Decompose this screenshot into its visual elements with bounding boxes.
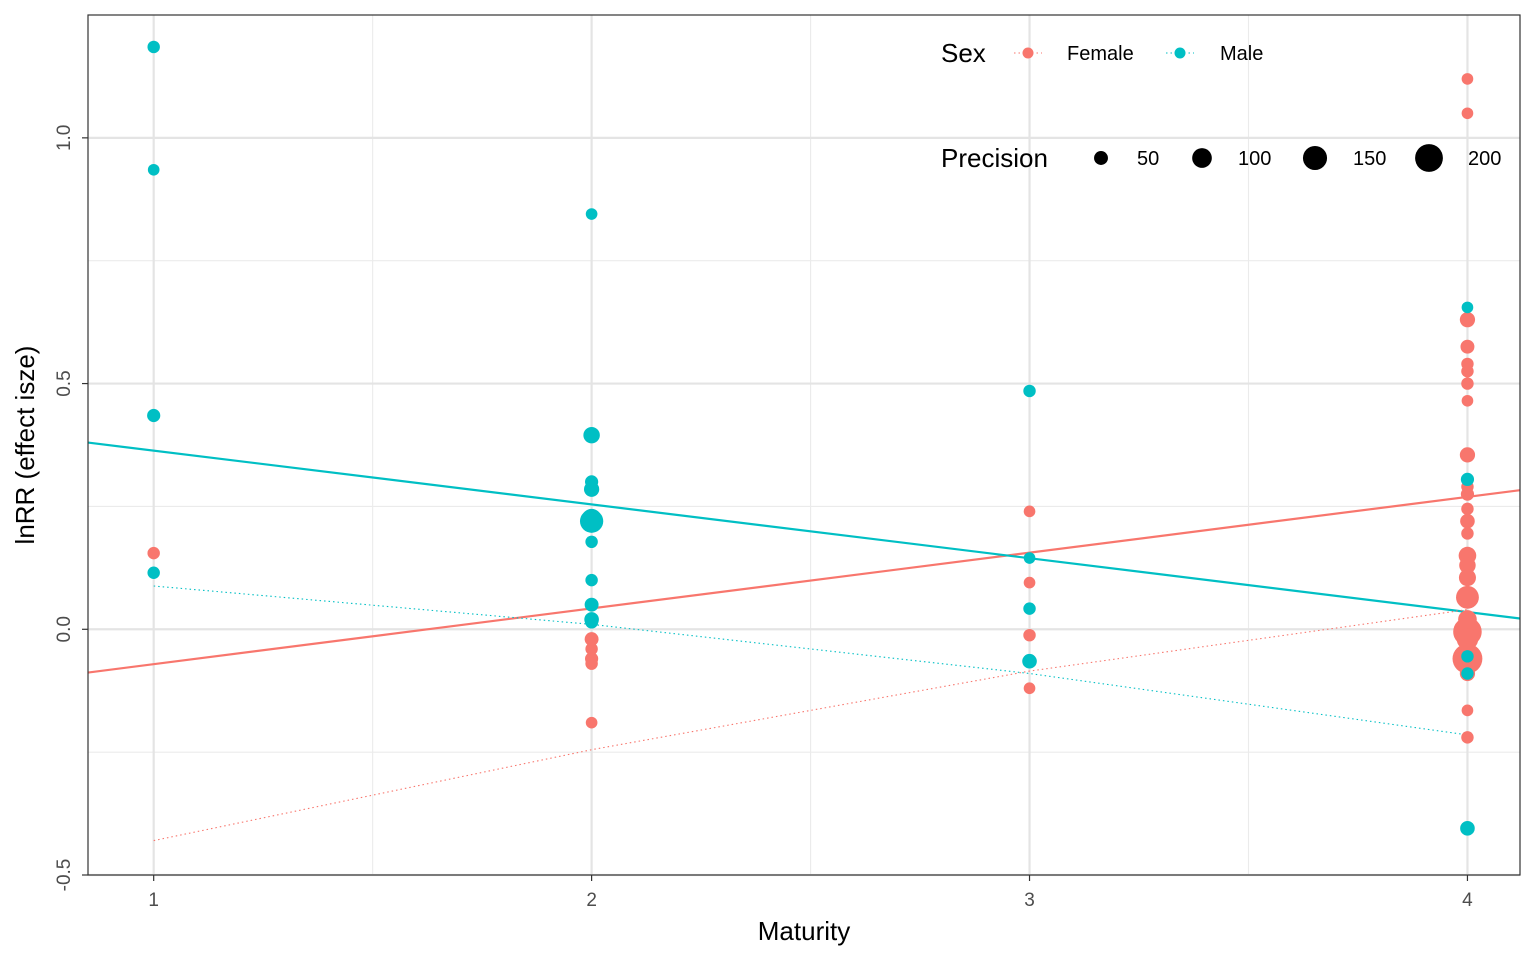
- point-female: [1461, 365, 1474, 378]
- y-tick-label: 1.0: [54, 125, 75, 151]
- y-tick-label: -0.5: [54, 859, 75, 892]
- point-female: [1461, 377, 1474, 390]
- y-axis-label: lnRR (effect isze): [10, 346, 40, 545]
- legend-size-items: 50 100 150 200: [1094, 144, 1501, 172]
- legend-size-label-150: 150: [1353, 148, 1386, 170]
- y-tick-label: 0.0: [54, 616, 75, 642]
- panel-border: [87, 14, 1521, 876]
- point-male: [1461, 301, 1474, 314]
- x-tick-label: 4: [1462, 890, 1473, 911]
- fit-line-female: [87, 489, 1521, 674]
- point-female: [1461, 502, 1474, 516]
- x-tick-label: 1: [148, 890, 159, 911]
- legend-size-dot-150: [1302, 145, 1328, 171]
- point-female: [1023, 505, 1036, 518]
- point-female: [1460, 513, 1475, 529]
- legend-key-dot-male: [1174, 47, 1186, 59]
- legend-size-dot-200: [1415, 144, 1443, 172]
- legend-color-title: Sex: [941, 38, 986, 68]
- point-female: [1460, 339, 1475, 354]
- point-female: [1023, 628, 1036, 642]
- legend-size-label-200: 200: [1468, 148, 1501, 170]
- y-tick-label: 0.5: [54, 370, 75, 396]
- legend-size-title: Precision: [941, 143, 1048, 173]
- point-female: [147, 546, 160, 560]
- point-male: [585, 535, 598, 549]
- point-male: [1023, 602, 1036, 615]
- point-male: [1460, 821, 1475, 836]
- point-female: [1459, 312, 1476, 328]
- legend-size-label-50: 50: [1137, 148, 1159, 170]
- legend-size-dot-100: [1192, 148, 1212, 168]
- point-female: [1023, 682, 1036, 695]
- point-male: [147, 566, 160, 579]
- point-female: [1456, 585, 1479, 609]
- point-male: [583, 426, 600, 444]
- legend-sex-items: Female Male: [1014, 43, 1263, 65]
- point-female: [1461, 527, 1474, 540]
- legend-key-dot-female: [1022, 47, 1034, 59]
- fit-line-male: [87, 441, 1521, 620]
- x-tick-label: 3: [1024, 890, 1035, 911]
- point-male: [583, 481, 600, 497]
- point-male: [147, 408, 161, 423]
- point-male: [1460, 472, 1475, 486]
- point-female: [584, 632, 599, 647]
- point-male: [585, 573, 598, 587]
- legend-label-male: Male: [1220, 43, 1263, 65]
- point-female: [1023, 576, 1036, 589]
- point-female: [585, 716, 598, 729]
- point-female: [1461, 107, 1474, 120]
- point-male: [585, 208, 598, 220]
- fit-lines: [87, 441, 1521, 674]
- y-axis-ticks: -0.5 0.0 0.5 1.0: [54, 125, 88, 892]
- point-male: [147, 163, 160, 176]
- point-female: [1456, 628, 1479, 650]
- gridlines: [88, 15, 1520, 877]
- point-female: [585, 657, 598, 670]
- point-female: [1461, 704, 1474, 717]
- point-male: [1023, 384, 1036, 398]
- legend-size-label-100: 100: [1238, 148, 1271, 170]
- point-female: [1460, 487, 1475, 501]
- point-female: [1459, 447, 1476, 463]
- point-female: [1461, 73, 1474, 85]
- point-male: [585, 615, 599, 629]
- point-female: [585, 642, 598, 656]
- x-tick-label: 2: [586, 890, 597, 911]
- legend-size-dot-50: [1094, 151, 1108, 165]
- point-male: [1461, 650, 1474, 663]
- point-male: [1022, 653, 1037, 669]
- point-female: [1461, 394, 1474, 407]
- point-female: [1458, 569, 1476, 587]
- point-female: [1459, 557, 1476, 574]
- data-points: [147, 40, 1483, 836]
- point-male: [584, 597, 599, 612]
- point-male: [579, 509, 604, 533]
- x-axis-label: Maturity: [758, 916, 850, 946]
- point-male: [1023, 552, 1036, 564]
- point-female: [1461, 731, 1474, 744]
- legend: Sex Female Male Precision 50 100 150 200: [941, 38, 1501, 173]
- point-male: [1461, 667, 1474, 680]
- legend-label-female: Female: [1067, 43, 1134, 65]
- x-axis-ticks: 1 2 3 4: [148, 875, 1473, 911]
- point-male: [147, 40, 160, 54]
